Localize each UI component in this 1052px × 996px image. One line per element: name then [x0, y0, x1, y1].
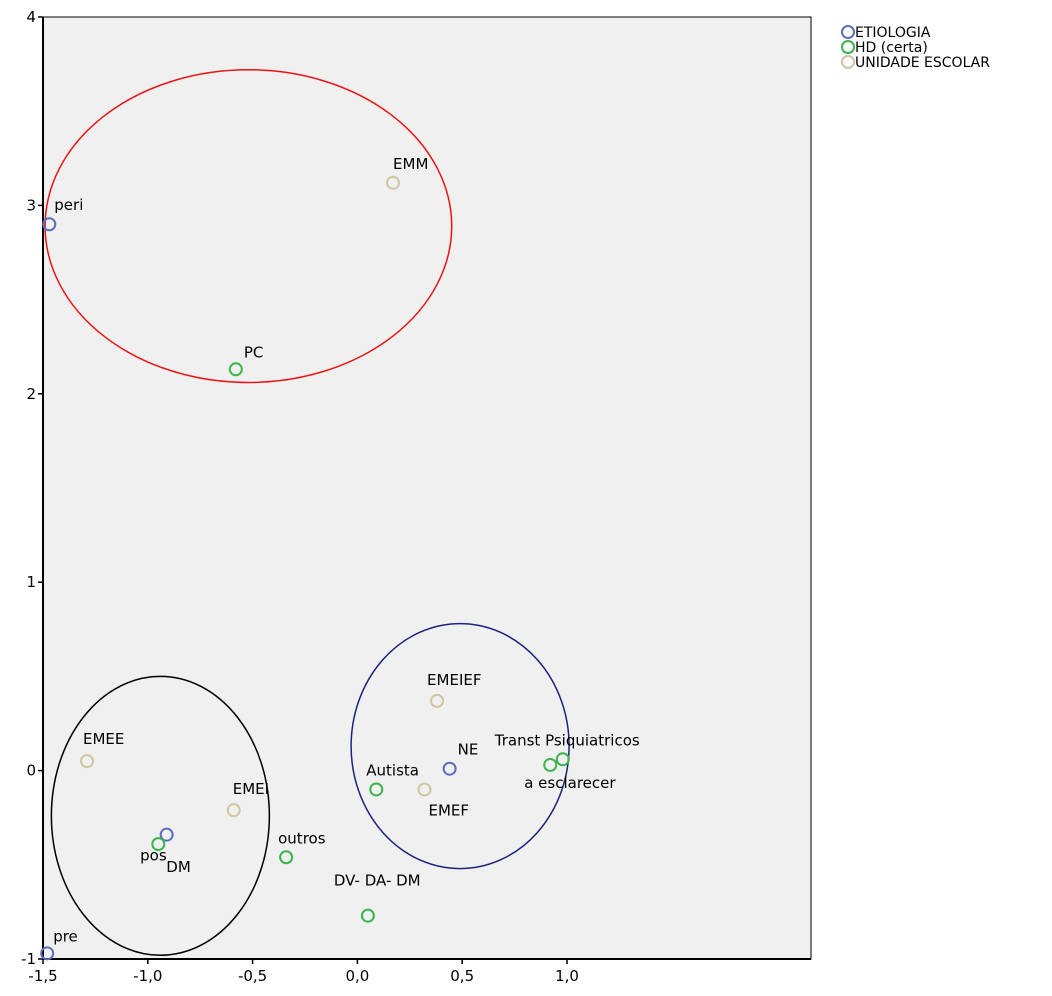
- point-transt-psiquiatricos: [555, 752, 570, 767]
- axes: -1 0 1 2 3 4 -1,5 -1,0 -0,5 0,0 0,5 1,0: [21, 8, 811, 985]
- y-tick-label: 1: [26, 573, 36, 591]
- point-label-pre: pre: [53, 927, 78, 945]
- y-tick-label: 0: [26, 762, 36, 780]
- y-tick-label: 4: [26, 8, 36, 26]
- plot-background: [42, 16, 812, 960]
- point-ne: [442, 761, 457, 776]
- point-emm: [386, 175, 401, 190]
- point-label-emef: EMEF: [428, 801, 469, 819]
- x-tick-label: 0,0: [345, 967, 369, 985]
- x-tick-label: -1,5: [28, 967, 57, 985]
- point-label-pc: PC: [244, 343, 264, 361]
- point-dm: [151, 837, 166, 852]
- point-label-emee: EMEE: [83, 730, 124, 748]
- point-emef: [417, 782, 432, 797]
- annotation-ellipses: [44, 69, 570, 956]
- legend-label-etiologia: ETIOLOGIA: [855, 25, 931, 41]
- point-label-ne: NE: [458, 741, 479, 759]
- point-pos: [159, 827, 174, 842]
- point-emeief: [430, 693, 445, 708]
- point-label-dv-da-dm: DV- DA- DM: [334, 872, 421, 890]
- point-emee: [80, 754, 95, 769]
- legend-label-unidade-escolar: UNIDADE ESCOLAR: [855, 55, 990, 71]
- point-pre: [40, 946, 55, 961]
- point-label-autista: Autista: [366, 761, 419, 779]
- annotation-ellipse-1: [44, 69, 453, 384]
- point-label-dm: DM: [166, 858, 191, 876]
- annotation-ellipse-2: [350, 622, 570, 870]
- x-tick-label: -0,5: [238, 967, 267, 985]
- point-label-peri: peri: [54, 196, 83, 214]
- annotation-ellipse-3: [50, 675, 271, 956]
- point-label-transt-psiquiatricos: Transt Psiquiatricos: [494, 731, 640, 749]
- legend-marker-hd-certa: [841, 40, 855, 54]
- point-emei: [226, 803, 241, 818]
- data-points: [40, 175, 570, 961]
- point-label-a-esclarecer: a esclarecer: [524, 774, 616, 792]
- y-tick-label: 2: [26, 385, 36, 403]
- point-label-emei: EMEI: [233, 780, 269, 798]
- point-label-pos: pos: [140, 847, 167, 865]
- x-tick-label: 1,0: [555, 967, 579, 985]
- point-a-esclarecer: [543, 757, 558, 772]
- legend-label-hd-certa: HD (certa): [855, 40, 928, 56]
- point-labels: peri pos pre NE PC DM outros DV- DA- DM Autista T…: [53, 155, 640, 946]
- point-peri: [42, 217, 57, 232]
- point-label-outros: outros: [278, 829, 326, 847]
- point-pc: [228, 362, 243, 377]
- legend-marker-etiologia: [841, 25, 855, 39]
- x-tick-label: -1,0: [133, 967, 162, 985]
- legend-marker-unidade-escolar: [841, 55, 855, 69]
- point-outros: [279, 850, 294, 865]
- point-autista: [369, 782, 384, 797]
- point-dv-da-dm: [360, 908, 375, 923]
- point-label-emeief: EMEIEF: [427, 671, 481, 689]
- y-tick-label: 3: [26, 196, 36, 214]
- y-tick-label: -1: [21, 950, 36, 968]
- x-tick-label: 0,5: [450, 967, 474, 985]
- point-label-emm: EMM: [393, 155, 428, 173]
